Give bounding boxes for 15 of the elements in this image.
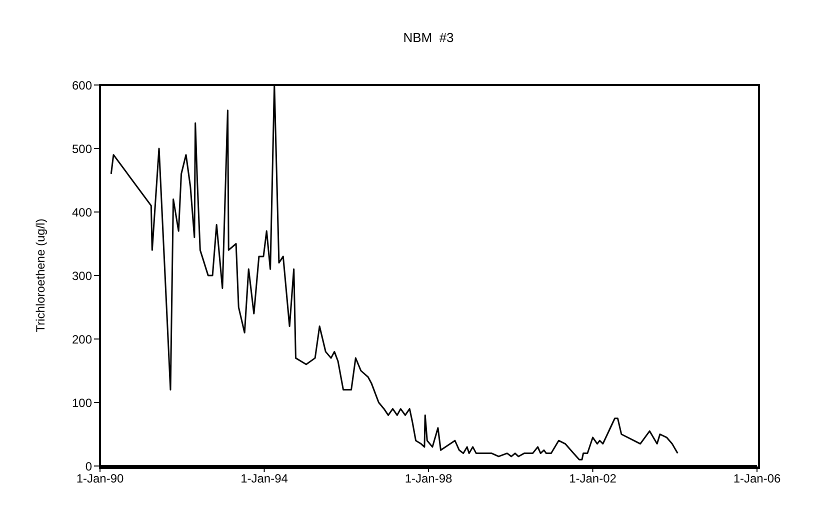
y-tick-label: 500	[72, 142, 92, 156]
x-tick-label: 1-Jan-98	[404, 472, 452, 486]
y-tick-label: 600	[72, 78, 92, 92]
x-tick-label: 1-Jan-06	[733, 472, 781, 486]
x-tick-label: 1-Jan-94	[240, 472, 288, 486]
chart-title: NBM #3	[402, 30, 455, 45]
y-tick-label: 300	[72, 268, 92, 283]
y-axis-title: Trichloroethene (ug/l)	[33, 218, 48, 332]
x-tick-label: 1-Jan-02	[569, 472, 617, 486]
x-tick-label: 1-Jan-90	[76, 472, 124, 486]
y-tick-label: 200	[72, 332, 92, 346]
y-tick-label: 0	[85, 459, 92, 474]
y-tick-label: 400	[72, 205, 92, 220]
line-series	[110, 85, 678, 460]
y-tick-label: 100	[72, 396, 92, 410]
